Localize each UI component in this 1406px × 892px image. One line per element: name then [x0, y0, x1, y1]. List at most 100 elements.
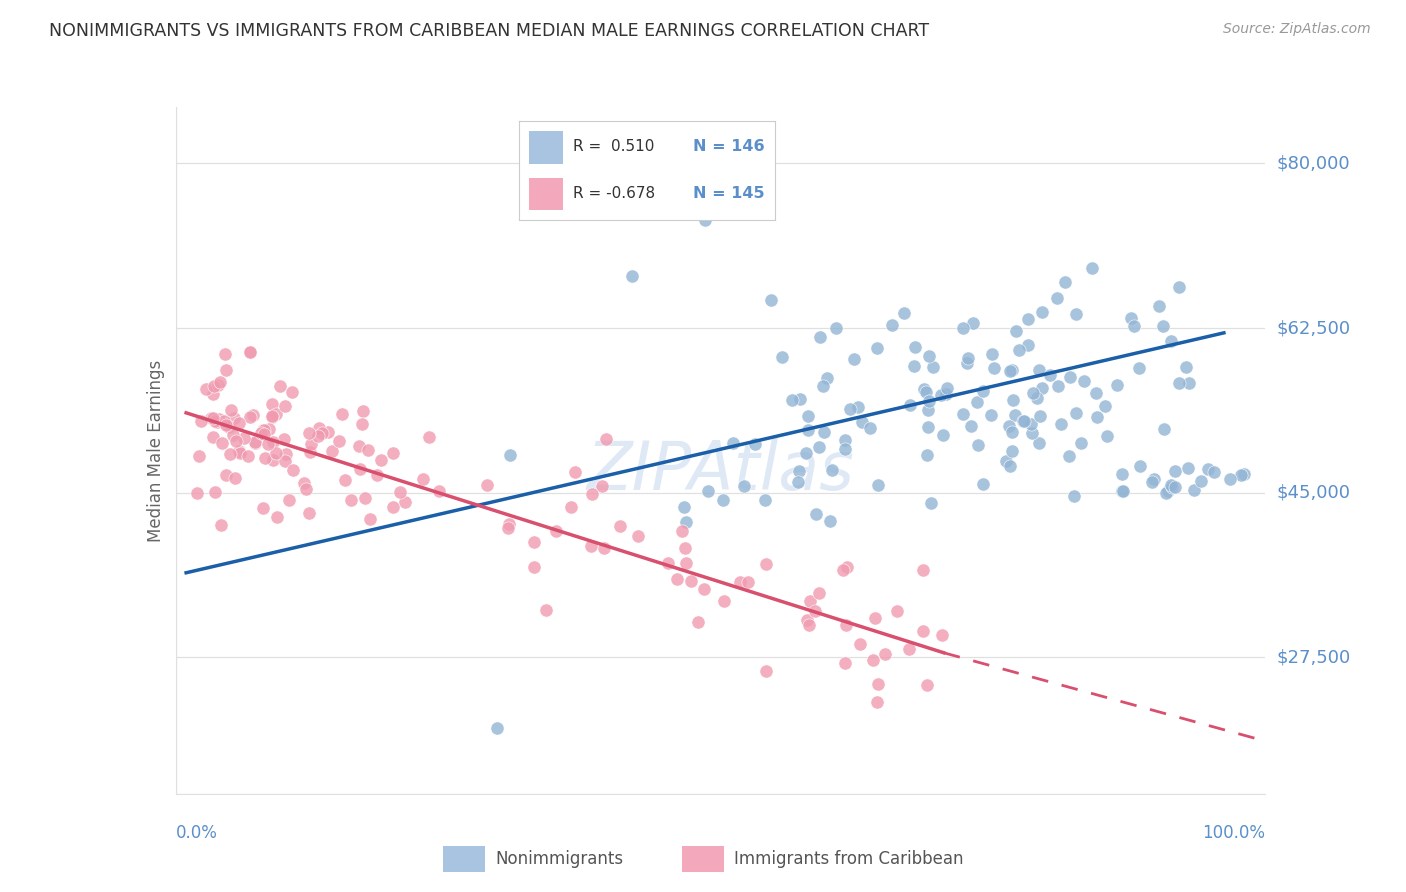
Point: [904, 340, 927, 354]
Point: [807, 586, 830, 600]
Y-axis label: Median Male Earnings: Median Male Earnings: [146, 359, 165, 541]
Point: [218, 447, 240, 461]
Point: [239, 410, 262, 425]
Point: [522, 560, 544, 574]
Point: [219, 403, 242, 417]
Point: [228, 444, 250, 458]
Point: [298, 445, 321, 459]
Point: [229, 446, 252, 460]
Point: [1017, 311, 1039, 326]
Point: [1001, 393, 1024, 408]
Point: [1053, 275, 1076, 289]
Point: [1001, 425, 1024, 440]
Point: [486, 721, 509, 735]
Point: [936, 381, 959, 395]
Point: [1029, 409, 1052, 423]
Point: [952, 321, 974, 335]
Point: [1001, 363, 1024, 377]
Point: [564, 465, 586, 479]
Point: [721, 435, 744, 450]
Point: [859, 421, 882, 435]
Point: [1094, 399, 1116, 413]
Point: [821, 463, 844, 477]
Point: [214, 347, 236, 361]
Point: [592, 541, 614, 556]
Point: [274, 447, 297, 461]
Point: [1021, 425, 1043, 440]
Point: [215, 363, 238, 377]
Point: [330, 407, 353, 421]
Point: [994, 454, 1017, 468]
Point: [1233, 467, 1256, 482]
Point: [997, 418, 1019, 433]
Point: [609, 519, 631, 533]
Point: [212, 414, 235, 428]
Point: [917, 420, 939, 434]
Point: [754, 492, 776, 507]
Point: [253, 427, 276, 442]
Point: [1039, 368, 1062, 382]
Point: [671, 524, 693, 538]
Point: [308, 421, 330, 435]
Point: [1149, 299, 1171, 313]
Point: [298, 426, 321, 441]
Point: [952, 407, 974, 421]
Point: [1097, 428, 1119, 442]
Point: [972, 476, 994, 491]
Point: [496, 520, 519, 534]
Point: [1046, 291, 1069, 305]
Point: [866, 695, 889, 709]
Point: [1011, 413, 1033, 427]
Text: 100.0%: 100.0%: [1202, 824, 1265, 842]
Point: [204, 414, 226, 428]
Point: [851, 415, 873, 429]
Point: [915, 385, 938, 400]
Point: [898, 398, 921, 412]
Point: [681, 574, 703, 588]
Point: [260, 409, 283, 423]
Point: [787, 465, 810, 479]
Point: [862, 653, 884, 667]
Point: [848, 400, 870, 414]
Point: [1005, 324, 1028, 338]
Point: [693, 582, 716, 596]
Point: [912, 563, 935, 577]
Point: [278, 492, 301, 507]
Point: [1050, 417, 1073, 431]
Point: [980, 409, 1002, 423]
Point: [215, 417, 238, 432]
Point: [794, 446, 817, 460]
Point: [886, 604, 908, 618]
Point: [838, 402, 860, 417]
Point: [1080, 260, 1102, 275]
Point: [893, 306, 915, 320]
Point: [262, 453, 284, 467]
Point: [693, 213, 716, 227]
Point: [207, 378, 229, 392]
Point: [1197, 461, 1219, 475]
Point: [1059, 370, 1081, 384]
Point: [1017, 338, 1039, 352]
Point: [498, 517, 520, 532]
Point: [1168, 280, 1191, 294]
Point: [207, 415, 229, 429]
Point: [427, 483, 450, 498]
Point: [228, 416, 250, 430]
Point: [811, 379, 834, 393]
Point: [711, 492, 734, 507]
Point: [1160, 334, 1182, 348]
Point: [813, 425, 835, 439]
Point: [1004, 408, 1026, 422]
Point: [209, 376, 232, 390]
Point: [1111, 467, 1133, 481]
Point: [1047, 379, 1070, 393]
Point: [761, 293, 783, 308]
Point: [232, 431, 254, 445]
Point: [560, 500, 582, 514]
Point: [499, 448, 522, 462]
Point: [394, 495, 416, 509]
Point: [1012, 414, 1035, 428]
Point: [243, 434, 266, 449]
Point: [534, 603, 557, 617]
Point: [1152, 318, 1174, 333]
